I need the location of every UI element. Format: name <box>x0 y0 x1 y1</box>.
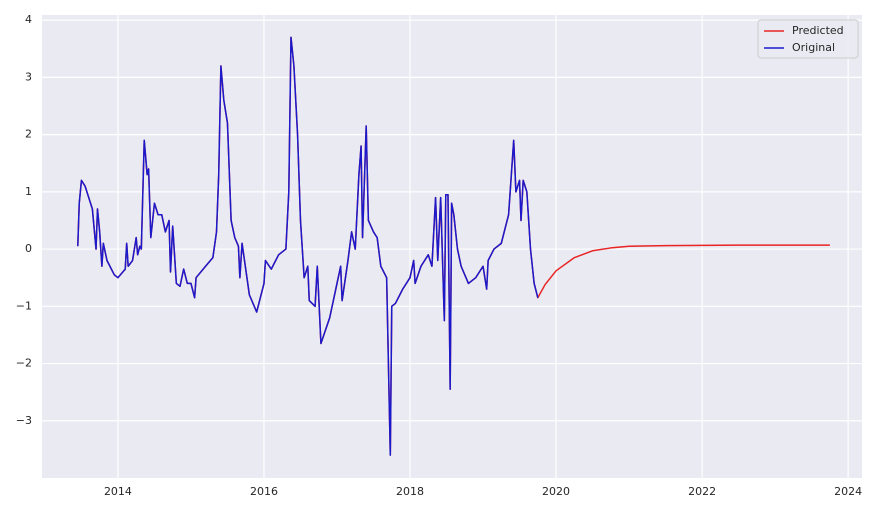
x-tick-label: 2018 <box>396 485 424 498</box>
y-tick-label: −2 <box>16 357 32 370</box>
y-tick-label: −3 <box>16 414 32 427</box>
x-tick-label: 2022 <box>688 485 716 498</box>
y-tick-label: 4 <box>25 13 32 26</box>
x-tick-label: 2014 <box>104 485 132 498</box>
x-tick-label: 2020 <box>542 485 570 498</box>
x-tick-label: 2024 <box>834 485 862 498</box>
x-tick-label: 2016 <box>250 485 278 498</box>
y-tick-label: −1 <box>16 299 32 312</box>
y-tick-label: 2 <box>25 128 32 141</box>
series-line <box>77 36 539 456</box>
y-tick-label: 3 <box>25 70 32 83</box>
legend-label: Predicted <box>792 24 844 37</box>
y-tick-label: 0 <box>25 242 32 255</box>
legend-label: Original <box>792 41 835 54</box>
y-tick-label: 1 <box>25 185 32 198</box>
